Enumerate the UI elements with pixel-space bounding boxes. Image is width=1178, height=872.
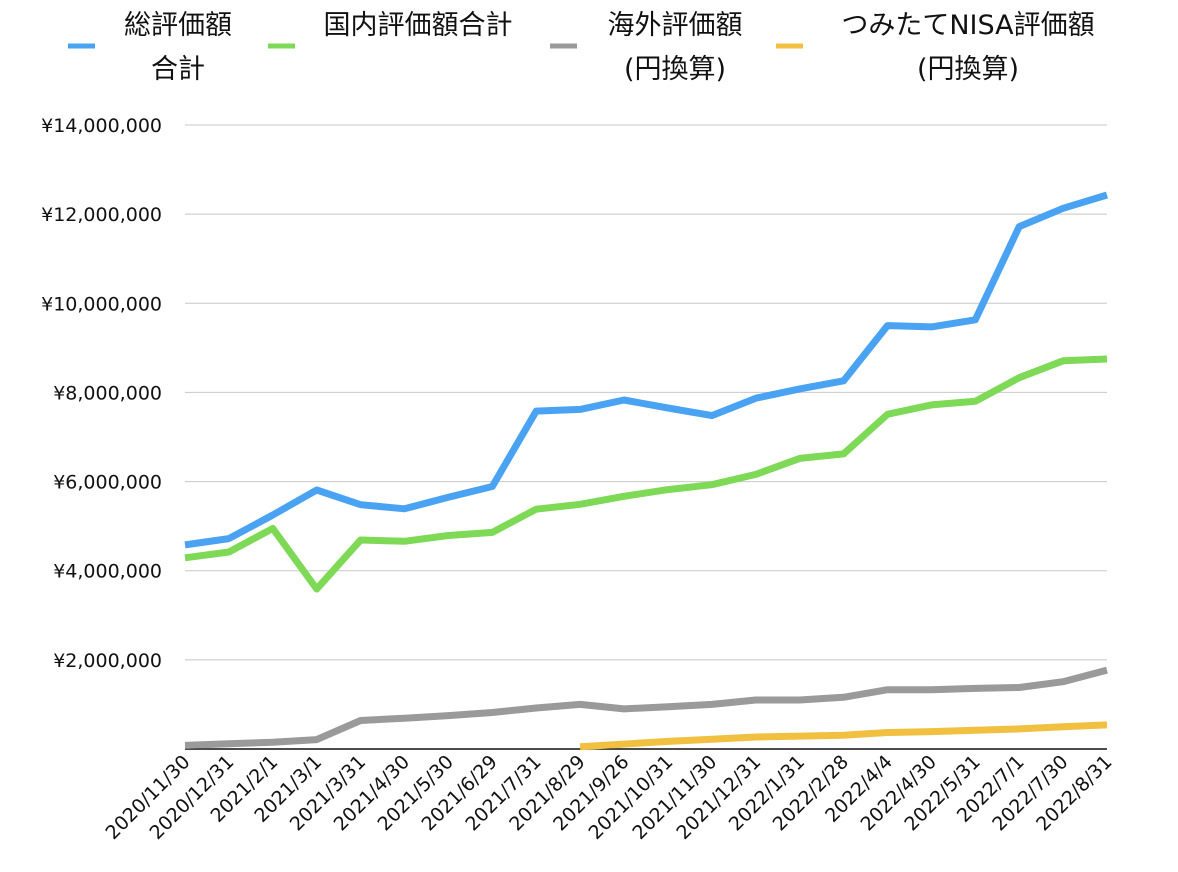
series-line-3 (579, 721, 1108, 751)
series-line-1 (184, 355, 1108, 593)
y-tick-label: ¥10,000,000 (41, 293, 162, 315)
series-line-2 (184, 666, 1108, 749)
y-tick-label: ¥4,000,000 (53, 561, 162, 583)
series-lines (184, 191, 1109, 751)
y-tick-label: ¥6,000,000 (53, 472, 162, 494)
legend-label: 合計 (151, 54, 205, 85)
y-tick-label: ¥12,000,000 (41, 204, 162, 226)
legend-label: (円換算) (917, 54, 1019, 85)
legend-label: (円換算) (624, 54, 726, 85)
y-tick-label: ¥2,000,000 (53, 650, 162, 672)
x-axis-ticks: 2020/11/302020/12/312021/2/12021/3/12021… (102, 751, 1117, 844)
y-tick-label: ¥8,000,000 (53, 382, 162, 404)
series-line-0 (184, 191, 1109, 549)
legend-label: 総評価額 (124, 10, 232, 41)
legend-label: 海外評価額 (608, 10, 743, 41)
y-axis-ticks: ¥2,000,000 ¥4,000,000 ¥6,000,000 ¥8,000,000… (41, 115, 162, 672)
y-tick-label: ¥14,000,000 (41, 115, 162, 137)
gridlines (185, 124, 1107, 750)
legend-label: つみたてNISA評価額 (841, 10, 1094, 41)
legend-label: 国内評価額合計 (324, 10, 513, 41)
